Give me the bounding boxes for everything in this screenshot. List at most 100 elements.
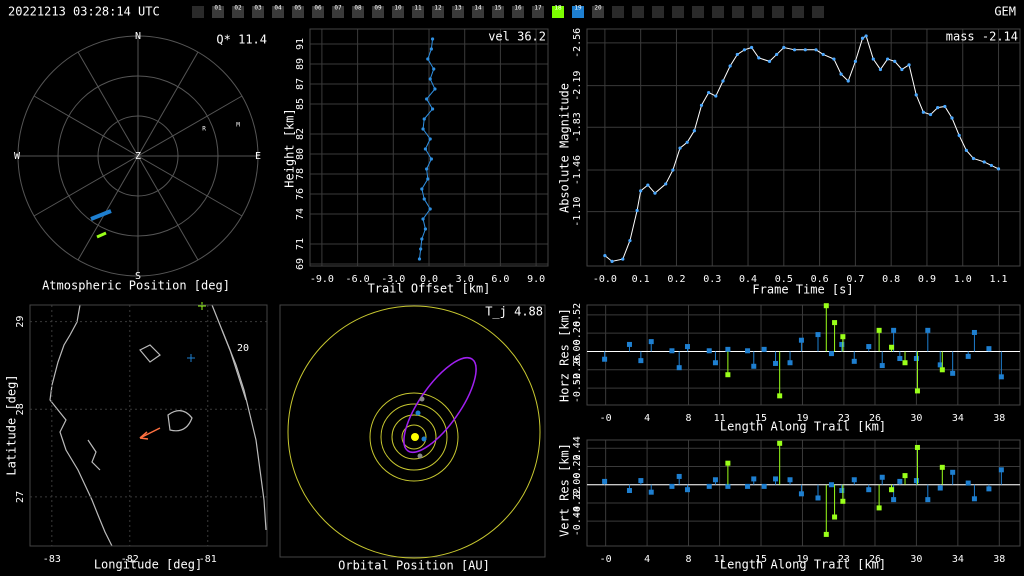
- stem-marker: [626, 488, 632, 494]
- x-tick-label: 0.8: [882, 274, 900, 285]
- y-axis-label: Latitude [deg]: [5, 374, 19, 475]
- station-box[interactable]: [452, 6, 464, 18]
- station-box: [652, 6, 664, 18]
- station-box[interactable]: [472, 6, 484, 18]
- stem-marker: [602, 356, 608, 362]
- stem-marker: [939, 367, 945, 373]
- station-label: 15: [494, 5, 502, 12]
- stem-marker: [851, 358, 857, 364]
- stem-marker: [986, 346, 992, 352]
- plot-frame: [586, 304, 1021, 406]
- station-box[interactable]: [332, 6, 344, 18]
- data-point: [426, 57, 430, 61]
- station-box[interactable]: [552, 6, 564, 18]
- station-box[interactable]: [312, 6, 324, 18]
- station-box: [612, 6, 624, 18]
- x-axis-label: Length Along Trail [km]: [720, 558, 886, 572]
- station-label: 11: [414, 5, 422, 12]
- station-label: 16: [514, 5, 522, 12]
- stem-marker: [925, 497, 931, 503]
- station-box: [812, 6, 824, 18]
- data-point: [878, 67, 883, 72]
- station-box[interactable]: [232, 6, 244, 18]
- station-label: 17: [534, 5, 542, 12]
- x-tick-label: 19: [796, 413, 808, 424]
- data-point: [421, 127, 425, 131]
- planet: [421, 436, 427, 442]
- station-box[interactable]: [572, 6, 584, 18]
- y-tick-label: 87: [295, 78, 306, 90]
- y-tick-label: -1.10: [572, 197, 583, 227]
- panel-title: Atmospheric Position [deg]: [42, 279, 230, 293]
- stem-marker: [706, 348, 712, 354]
- x-tick-label: -83: [43, 554, 61, 565]
- data-point: [885, 57, 890, 61]
- data-point: [943, 104, 947, 109]
- station-box[interactable]: [212, 6, 224, 18]
- data-point: [422, 197, 426, 201]
- station-box[interactable]: [532, 6, 544, 18]
- x-tick-label: 3.0: [456, 274, 474, 285]
- station-box[interactable]: [432, 6, 444, 18]
- stem-marker: [971, 329, 977, 335]
- y-tick-label: -1.46: [572, 155, 583, 185]
- station-box[interactable]: [392, 6, 404, 18]
- stem-marker: [839, 488, 845, 494]
- station-box: [732, 6, 744, 18]
- x-tick-label: 30: [910, 413, 922, 424]
- data-point: [417, 257, 422, 261]
- data-point: [603, 253, 607, 258]
- data-point: [735, 52, 739, 57]
- data-point: [699, 103, 704, 107]
- stem-marker: [751, 476, 757, 482]
- stem-marker: [761, 483, 767, 489]
- data-point: [429, 157, 433, 161]
- stem-marker: [787, 477, 793, 483]
- data-point: [714, 94, 718, 98]
- marker-label: R: [202, 126, 206, 133]
- station-box[interactable]: [292, 6, 304, 18]
- stem-marker: [937, 362, 943, 368]
- data-point: [425, 97, 429, 101]
- x-tick-label: 0.4: [739, 274, 757, 285]
- data-point: [928, 112, 933, 117]
- y-tick-label: -2.56: [572, 28, 583, 58]
- y-tick-label: -1.83: [572, 112, 583, 142]
- stem-marker: [745, 483, 751, 489]
- x-tick-label: 0.7: [846, 274, 864, 285]
- data-point: [430, 107, 435, 111]
- station-box[interactable]: [352, 6, 364, 18]
- x-tick-label: 15: [755, 413, 767, 424]
- x-tick-label: -6.0: [346, 274, 370, 285]
- data-point: [750, 45, 754, 50]
- stem-marker: [725, 460, 731, 466]
- station-label: 03: [254, 5, 262, 12]
- x-tick-label: 23: [838, 554, 850, 565]
- station-box[interactable]: [512, 6, 524, 18]
- stem-marker: [828, 351, 834, 357]
- station-box[interactable]: [272, 6, 284, 18]
- x-tick-label: 34: [952, 413, 964, 424]
- station-box[interactable]: [592, 6, 604, 18]
- x-tick-label: -0: [600, 554, 612, 565]
- station-box[interactable]: [252, 6, 264, 18]
- coastline: [49, 304, 267, 547]
- stem-marker: [902, 473, 908, 479]
- data-point: [792, 48, 797, 52]
- direction-label: Z: [135, 151, 141, 162]
- station-box[interactable]: [492, 6, 504, 18]
- station-box[interactable]: [372, 6, 384, 18]
- station-box: [792, 6, 804, 18]
- y-tick-label: -0.22: [572, 488, 583, 518]
- data-point: [832, 57, 836, 61]
- stem-marker: [761, 346, 767, 352]
- stem-marker: [798, 491, 804, 497]
- station-label: 02: [234, 5, 242, 12]
- data-point: [707, 90, 711, 95]
- data-point: [839, 72, 843, 76]
- x-tick-label: 11: [714, 554, 726, 565]
- station-label: 20: [594, 5, 602, 12]
- station-box[interactable]: [412, 6, 424, 18]
- x-tick-label: 8: [686, 413, 692, 424]
- station-label: 14: [474, 5, 482, 12]
